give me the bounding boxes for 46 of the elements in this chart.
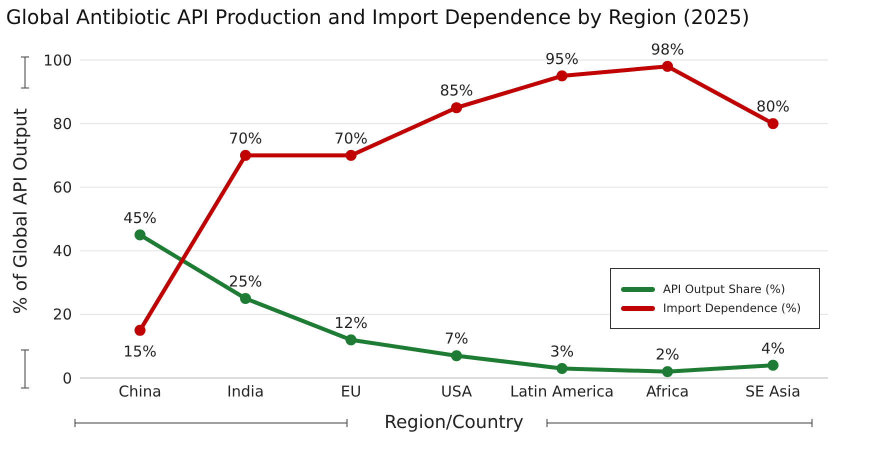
point <box>451 102 462 114</box>
chart-title: Global Antibiotic API Production and Import Dependence by Region (2025) <box>6 5 750 29</box>
data-label: 12% <box>334 314 368 332</box>
point <box>662 366 673 378</box>
x-tick-label: Africa <box>646 382 689 401</box>
x-tick-label: India <box>227 382 264 401</box>
data-label: 80% <box>756 98 790 116</box>
data-label: 2% <box>656 346 680 364</box>
y-axis-title: % of Global API Output <box>10 108 32 314</box>
data-label: 3% <box>550 342 574 360</box>
data-label: 95% <box>545 50 579 68</box>
x-tick-label: EU <box>340 382 362 401</box>
data-label: 45% <box>123 208 157 227</box>
y-tick-label: 60 <box>52 178 72 197</box>
point <box>134 229 146 240</box>
point <box>346 150 356 161</box>
point <box>240 150 251 161</box>
point <box>662 60 673 72</box>
data-label: 4% <box>761 339 785 358</box>
legend-label: Import Dependence (%) <box>663 301 802 315</box>
point <box>451 350 462 362</box>
y-tick-label: 100 <box>43 51 72 70</box>
data-label: 70% <box>228 129 262 148</box>
point <box>240 293 251 304</box>
y-tick-label: 0 <box>62 369 72 388</box>
x-tick-label: USA <box>440 382 473 401</box>
point <box>134 324 146 336</box>
x-tick-label: SE Asia <box>745 382 801 401</box>
point <box>556 70 568 82</box>
data-label: 98% <box>650 40 684 58</box>
y-tick-label: 20 <box>52 306 72 324</box>
point <box>768 118 778 130</box>
data-label: 85% <box>440 82 474 100</box>
x-axis-title: Region/Country <box>384 412 524 433</box>
y-tick-label: 80 <box>52 114 72 133</box>
data-label: 15% <box>123 342 157 360</box>
point <box>556 362 568 374</box>
x-tick-label: Latin America <box>510 382 614 401</box>
data-label: 25% <box>228 272 262 290</box>
y-tick-label: 40 <box>52 242 72 260</box>
point <box>768 360 778 371</box>
data-label: 70% <box>334 129 368 148</box>
legend-label: API Output Share (%) <box>663 282 786 296</box>
x-tick-label: China <box>118 382 162 401</box>
data-label: 7% <box>444 330 468 348</box>
point <box>346 334 356 346</box>
